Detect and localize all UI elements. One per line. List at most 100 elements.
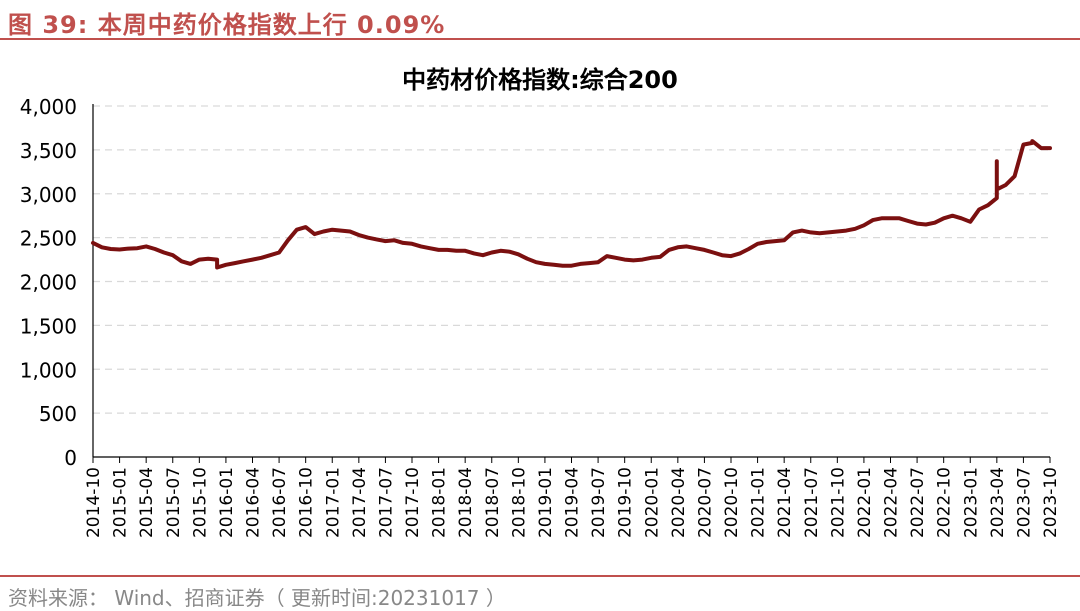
chart-area: 中药材价格指数:综合200 0 500 1,000 1,500 2,000 2,500 3,…: [0, 40, 1080, 574]
x-tick-label: 2019-01: [536, 467, 556, 538]
data-point: [411, 243, 413, 245]
data-point: [287, 239, 289, 242]
x-tick-label: 2023-10: [1041, 467, 1061, 538]
x-tick-label: 2015-10: [190, 467, 210, 538]
data-point: [145, 245, 147, 248]
data-point: [632, 259, 635, 262]
x-tick-label: 2016-10: [297, 467, 317, 538]
data-point: [526, 257, 528, 260]
data-point: [730, 255, 732, 257]
data-point: [402, 242, 404, 244]
x-tick-label: 2020-01: [642, 467, 662, 538]
data-point: [482, 254, 484, 256]
x-tick-label: 2016-01: [217, 467, 237, 538]
data-point: [269, 254, 272, 256]
x-tick-label: 2021-04: [775, 467, 795, 538]
y-tick-label: 2,000: [20, 271, 77, 295]
x-tick-label: 2019-04: [563, 467, 583, 538]
data-point: [863, 224, 865, 227]
data-point: [473, 252, 475, 255]
data-point: [491, 251, 493, 254]
data-point: [553, 264, 555, 266]
y-tick-label: 4,000: [20, 95, 77, 119]
data-point: [358, 234, 360, 236]
data-point: [836, 230, 839, 233]
x-tick-label: 2021-01: [749, 467, 769, 538]
data-point: [978, 208, 980, 211]
data-point: [278, 251, 280, 254]
x-tick-label: 2023-04: [988, 467, 1008, 538]
data-point: [907, 220, 909, 222]
data-point: [180, 260, 183, 263]
x-tick-label: 2020-10: [722, 467, 742, 538]
data-point: [606, 255, 608, 257]
data-point: [296, 228, 298, 231]
y-tick-label: 3,000: [20, 183, 77, 207]
footer-divider: [0, 575, 1080, 577]
data-point: [304, 226, 307, 228]
axes: 0 500 1,000 1,500 2,000 2,500 3,000 3,500 4,000 2…: [20, 95, 1061, 538]
data-point: [331, 228, 334, 231]
data-point: [340, 229, 342, 232]
x-tick-label: 2022-07: [908, 467, 928, 538]
data-point: [703, 249, 706, 251]
source-note: 资料来源： Wind、招商证券（ 更新时间:20231017 ）: [8, 586, 506, 610]
data-point: [659, 256, 661, 258]
data-point: [322, 230, 325, 233]
data-point: [393, 239, 396, 242]
data-point: [101, 246, 103, 249]
x-tick-label: 2015-04: [137, 467, 157, 538]
data-point: [216, 266, 218, 269]
line-chart: 中药材价格指数:综合200 0 500 1,000 1,500 2,000 2,500 3,…: [20, 66, 1061, 538]
data-point: [535, 261, 537, 263]
data-point: [765, 241, 768, 243]
data-point: [384, 240, 387, 242]
data-point: [685, 245, 688, 248]
y-tick-label: 1,500: [20, 314, 77, 338]
y-tick-label: 1,000: [20, 358, 77, 382]
data-point: [118, 248, 121, 251]
x-tick-label: 2023-01: [961, 467, 981, 538]
chart-title: 中药材价格指数:综合200: [402, 66, 678, 94]
data-point: [783, 239, 785, 242]
data-point: [951, 214, 954, 217]
gridlines: [93, 105, 1050, 414]
data-point: [1040, 147, 1042, 149]
x-tick-label: 2020-04: [669, 467, 689, 538]
data-point: [694, 247, 697, 249]
x-tick-label: 2021-07: [802, 467, 822, 538]
data-point: [898, 217, 901, 220]
data-point: [1031, 142, 1034, 144]
x-tick-label: 2015-07: [164, 467, 184, 538]
data-point: [92, 242, 94, 244]
data-point: [588, 262, 590, 264]
data-point: [739, 252, 741, 255]
data-point: [623, 258, 626, 261]
data-point: [437, 249, 440, 251]
x-tick-label: 2019-10: [616, 467, 636, 538]
data-point: [996, 188, 998, 191]
data-point: [1013, 175, 1016, 177]
data-point: [960, 217, 963, 220]
data-point: [1031, 140, 1034, 142]
data-point: [721, 254, 723, 256]
x-tick-label: 2015-01: [111, 467, 131, 538]
data-point: [996, 160, 998, 163]
data-point: [446, 249, 449, 251]
x-tick-label: 2017-07: [376, 467, 396, 538]
data-point: [934, 221, 936, 224]
data-point: [1004, 184, 1007, 186]
x-tick-label: 2022-04: [882, 467, 902, 538]
data-point: [1022, 143, 1025, 146]
data-point: [216, 258, 218, 261]
data-point: [198, 258, 201, 261]
data-point: [163, 251, 165, 254]
data-point: [880, 217, 883, 220]
data-point: [1049, 147, 1051, 149]
x-tick-label: 2022-01: [855, 467, 875, 538]
data-point: [650, 257, 653, 259]
data-point: [136, 247, 139, 249]
data-point: [570, 264, 573, 267]
data-point: [579, 263, 582, 265]
data-point: [242, 260, 245, 263]
